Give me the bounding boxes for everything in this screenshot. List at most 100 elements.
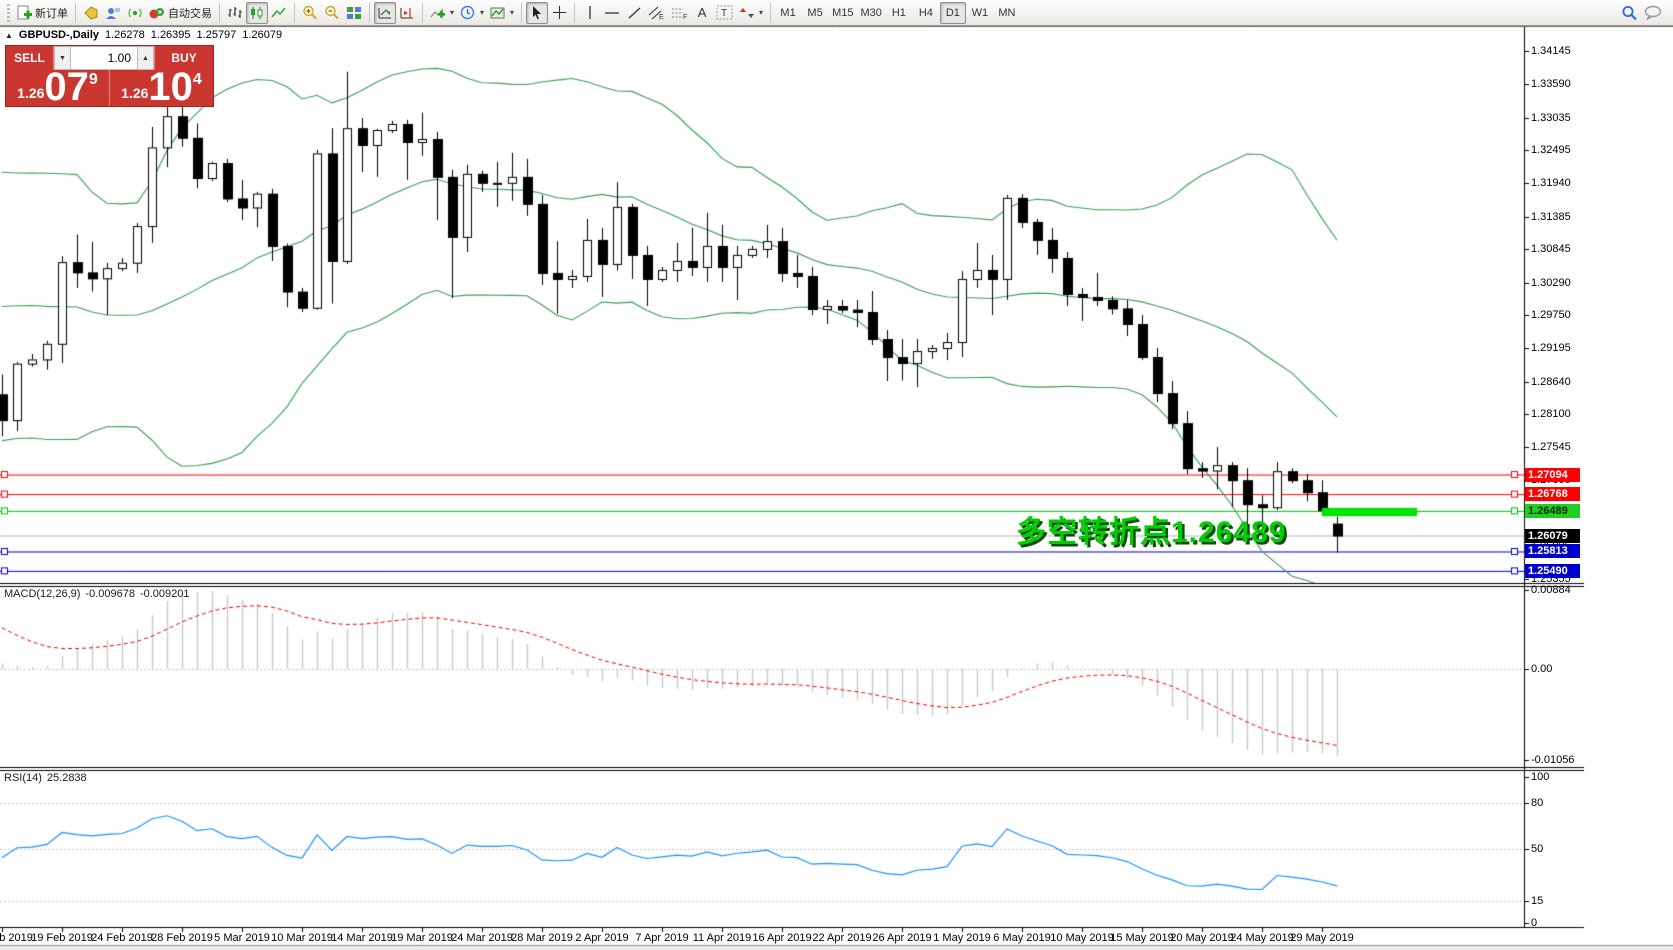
- new-order-button[interactable]: 新订单: [13, 2, 71, 24]
- chart-shift-button[interactable]: [396, 2, 418, 24]
- timeframe-w1[interactable]: W1: [971, 6, 989, 19]
- price-axis-label: 1.28640: [1531, 375, 1571, 388]
- rsi-name: RSI(14): [4, 772, 42, 784]
- trendline-icon: [628, 7, 640, 18]
- sell-price-big: 07: [44, 65, 89, 110]
- timeframe-m1[interactable]: M1: [780, 6, 796, 19]
- auto-trading-label: 自动交易: [168, 7, 212, 20]
- timeframe-m15[interactable]: M15: [832, 6, 854, 19]
- market-watch-icon: [106, 7, 120, 19]
- buy-button[interactable]: BUY: [154, 46, 213, 70]
- crosshair-icon: [552, 6, 566, 19]
- timeframe-d1[interactable]: D1: [939, 1, 966, 24]
- rsi-value: 25.2838: [46, 772, 87, 784]
- market-watch-button[interactable]: [102, 2, 124, 24]
- fibonacci-tool[interactable]: F: [668, 2, 691, 24]
- rsi-label: RSI(14) 25.2838: [4, 772, 87, 784]
- timeframe-m30[interactable]: M30: [860, 6, 882, 19]
- new-order-label: 新订单: [35, 7, 68, 20]
- buy-price[interactable]: 1.26 10 4: [110, 65, 213, 110]
- price-axis-label: 1.29750: [1531, 309, 1571, 321]
- date-axis-label: 1 May 2019: [933, 932, 991, 944]
- date-axis-label: 22 Apr 2019: [812, 932, 872, 944]
- date-axis-label: 6 May 2019: [993, 932, 1051, 944]
- tile-windows-button[interactable]: [343, 2, 365, 24]
- sell-button[interactable]: SELL: [6, 46, 54, 70]
- date-axis-label: 10 May 2019: [1050, 932, 1114, 944]
- candlestick-chart-icon: [251, 6, 263, 19]
- rsi-axis-label: 0: [1531, 917, 1538, 929]
- buy-price-prefix: 1.26: [121, 85, 149, 101]
- trendline-tool[interactable]: [623, 2, 645, 24]
- timeframe-mn[interactable]: MN: [998, 6, 1016, 19]
- buy-price-big: 10: [148, 65, 193, 110]
- timeframe-m5[interactable]: M5: [807, 6, 823, 19]
- bar-open: 1.26278: [105, 29, 145, 41]
- auto-trading-button[interactable]: 自动交易: [146, 2, 215, 24]
- periods-button[interactable]: ▾: [457, 2, 487, 24]
- macd-signal-value: -0.009201: [139, 588, 190, 600]
- price-axis-label: 1.33590: [1531, 78, 1571, 91]
- templates-button[interactable]: ▾: [487, 2, 517, 24]
- price-axis-label: 1.32495: [1531, 144, 1571, 157]
- timeframe-h4[interactable]: H4: [918, 6, 933, 19]
- cursor-tool-button[interactable]: [526, 1, 549, 24]
- bar-chart-button[interactable]: [224, 2, 246, 24]
- text-tool-icon: A: [697, 5, 707, 20]
- date-axis-label: 2 Apr 2019: [575, 932, 629, 944]
- price-tag: 1.25490: [1525, 563, 1580, 578]
- date-axis-label: 16 Apr 2019: [752, 932, 812, 944]
- zoom-out-button[interactable]: [321, 2, 343, 24]
- auto-scroll-button[interactable]: [374, 1, 396, 24]
- auto-trading-icon: [149, 7, 164, 18]
- price-axis-label: 1.34145: [1531, 45, 1571, 57]
- sell-price[interactable]: 1.26 07 9: [6, 65, 110, 110]
- history-center-button[interactable]: [80, 2, 102, 24]
- indicators-dropdown-arrow: ▾: [450, 8, 455, 17]
- sell-price-pip: 9: [88, 71, 98, 88]
- rsi-axis-label: 50: [1531, 843, 1544, 855]
- candlestick-chart-button[interactable]: [246, 1, 268, 24]
- vertical-line-tool[interactable]: [579, 2, 601, 24]
- line-chart-button[interactable]: [268, 2, 290, 24]
- collapse-panel-icon[interactable]: ▲: [5, 30, 13, 40]
- template-icon: [490, 7, 505, 18]
- signals-button[interactable]: [124, 2, 146, 24]
- date-axis-label: 7 Apr 2019: [635, 932, 689, 944]
- price-axis-label: 1.29195: [1531, 342, 1571, 355]
- zoom-out-icon: [325, 5, 339, 20]
- toolbar-grip[interactable]: [7, 3, 10, 22]
- horizontal-line-tool[interactable]: [601, 2, 623, 24]
- date-axis-label: 15 May 2019: [1110, 932, 1174, 944]
- price-axis-label: 1.30845: [1531, 243, 1571, 256]
- equidistant-channel-tool[interactable]: E: [645, 2, 668, 24]
- rsi-axis-label: 15: [1531, 895, 1544, 907]
- volume-decrease-button[interactable]: ▼: [54, 46, 71, 70]
- main-toolbar: 新订单 自动交易 ▾ ▾: [0, 0, 1673, 26]
- chat-button[interactable]: [1641, 2, 1665, 24]
- search-button[interactable]: [1618, 2, 1641, 24]
- buy-price-pip: 4: [192, 71, 202, 88]
- zoom-in-button[interactable]: [299, 2, 321, 24]
- indicators-icon: [430, 8, 445, 18]
- volume-input[interactable]: 1.00: [71, 46, 137, 70]
- price-tag: 1.26489: [1525, 503, 1580, 518]
- text-label-tool[interactable]: T: [713, 2, 736, 24]
- date-axis-label: 24 Mar 2019: [451, 932, 513, 944]
- indicators-button[interactable]: ▾: [427, 2, 457, 24]
- volume-increase-button[interactable]: ▲: [137, 46, 154, 70]
- price-tag: 1.27094: [1525, 467, 1580, 482]
- chart-header: ▲ GBPUSD-,Daily 1.26278 1.26395 1.25797 …: [5, 29, 282, 41]
- text-tool[interactable]: A: [691, 2, 713, 24]
- timeframe-h1[interactable]: H1: [891, 6, 906, 19]
- sell-price-prefix: 1.26: [17, 85, 45, 101]
- crosshair-tool-button[interactable]: [548, 2, 570, 24]
- auto-scroll-icon: [378, 7, 391, 18]
- price-tag: 1.26768: [1525, 487, 1580, 502]
- price-axis-label: 1.31385: [1531, 210, 1571, 223]
- tile-windows-icon: [347, 6, 361, 19]
- arrows-tool[interactable]: ▾: [736, 2, 766, 24]
- chart-symbol-period: GBPUSD-,Daily: [18, 29, 99, 41]
